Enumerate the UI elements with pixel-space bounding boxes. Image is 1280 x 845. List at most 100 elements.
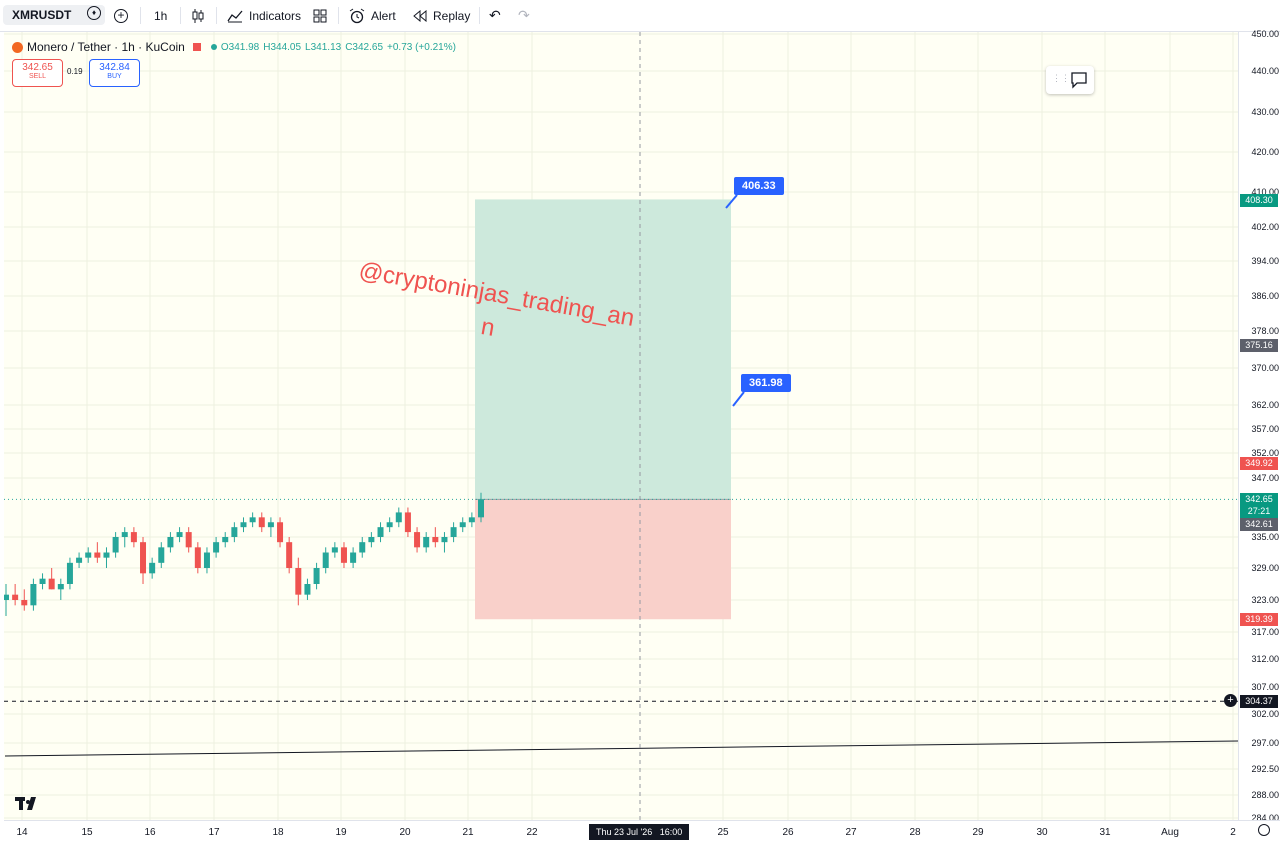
undo-icon: ↶	[489, 7, 501, 23]
trend-line	[4, 740, 1238, 757]
candle-body	[468, 517, 475, 523]
buy-button[interactable]: 342.84 BUY	[89, 59, 140, 87]
layouts-button[interactable]	[313, 0, 327, 31]
candle-body	[213, 542, 220, 553]
plus-circle-icon: +	[114, 8, 128, 23]
time-scale-label: 17	[208, 827, 220, 838]
candle-body	[57, 584, 64, 590]
price-scale-label: 317.00	[1251, 627, 1279, 637]
add-alert-plus-icon[interactable]: +	[1224, 694, 1237, 707]
settings-icon[interactable]	[1258, 824, 1270, 836]
candle-body	[331, 547, 338, 553]
price-scale-label: 347.00	[1251, 473, 1279, 483]
sell-button[interactable]: 342.65 SELL	[12, 59, 63, 87]
price-scale-label: 450.00	[1251, 29, 1279, 39]
add-symbol-button[interactable]: +	[114, 0, 128, 31]
market-status-dot	[210, 44, 217, 50]
candle-body	[386, 522, 393, 528]
time-scale-label: 18	[272, 827, 284, 838]
price-scale-label: 312.00	[1251, 654, 1279, 664]
price-callout-target1[interactable]: 406.33	[734, 177, 784, 195]
ohlc-high: H344.05	[263, 41, 302, 53]
candle-body	[450, 527, 457, 537]
toolbar-divider	[338, 7, 339, 24]
time-scale[interactable]: Thu 23 Jul '26 16:00 14 15 16 17 18 19 20 21 22 2…	[4, 820, 1280, 845]
chart-canvas[interactable]	[4, 32, 1238, 820]
candle-body	[85, 552, 92, 558]
interval-label: 1h	[154, 8, 168, 23]
time-scale-label: 29	[972, 827, 984, 838]
time-scale-label: 22	[526, 827, 538, 838]
time-scale-label: 20	[399, 827, 411, 838]
rewind-icon	[413, 9, 427, 22]
undo-button[interactable]: ↶	[489, 0, 501, 31]
time-scale-label: Aug	[1161, 827, 1179, 838]
candle-body	[203, 552, 210, 568]
ohlc-change: +0.73 (+0.21%)	[387, 41, 456, 53]
indicators-button[interactable]: Indicators	[227, 0, 301, 31]
candle-body	[140, 542, 147, 574]
candle-body	[103, 552, 110, 558]
top-toolbar: XMRUSDT ♦ + 1h Indicators Alert Replay ↶…	[0, 0, 1280, 32]
ohlc-close: C342.65	[345, 41, 384, 53]
drag-handle-icon[interactable]: ⋮⋮	[1052, 73, 1070, 83]
candle-body	[277, 522, 284, 543]
ohlc-low: L341.13	[305, 41, 342, 53]
replay-button[interactable]: Replay	[413, 0, 470, 31]
alert-label: Alert	[371, 8, 396, 23]
candle-body	[240, 522, 247, 528]
candle-body	[94, 552, 101, 558]
time-scale-label: 28	[909, 827, 921, 838]
price-scale-label: 292.50	[1251, 764, 1279, 774]
prev-close-badge: 342.61	[1240, 517, 1278, 531]
candle-body	[414, 532, 421, 548]
legend-title[interactable]: Monero / Tether · 1h · KuCoin	[27, 40, 185, 54]
price-scale-label: 323.00	[1251, 595, 1279, 605]
mid-price-badge: 375.16	[1240, 338, 1278, 352]
price-scale-label: 352.00	[1251, 448, 1279, 458]
candle-body	[258, 517, 265, 528]
interval-button[interactable]: 1h	[154, 0, 167, 31]
price-scale-label: 378.00	[1251, 326, 1279, 336]
time-scale-label: 25	[717, 827, 729, 838]
candle-body	[167, 537, 174, 548]
price-scale[interactable]: 450.00 440.00 430.00 420.00 410.00 402.00 394.…	[1238, 29, 1280, 823]
price-callout-target2[interactable]: 361.98	[741, 374, 791, 392]
replay-label: Replay	[433, 8, 471, 23]
redo-button[interactable]: ↷	[518, 0, 530, 31]
candle-body	[286, 542, 293, 568]
symbol-search-button[interactable]: XMRUSDT ♦	[3, 5, 105, 25]
candle-body	[340, 547, 347, 563]
price-scale-label: 440.00	[1251, 66, 1279, 76]
compare-symbol-icon[interactable]: ♦	[87, 6, 101, 20]
price-scale-label: 307.00	[1251, 682, 1279, 692]
speech-bubble-icon[interactable]	[1070, 71, 1088, 89]
candle-body	[377, 527, 384, 537]
candle-body	[295, 568, 302, 595]
candle-body	[121, 532, 128, 537]
candle-body	[149, 562, 156, 574]
toolbar-divider	[140, 7, 141, 24]
alert-button[interactable]: Alert	[349, 0, 396, 31]
last-price-badge: 342.65	[1240, 492, 1278, 506]
candle-body	[459, 522, 466, 528]
buy-label: BUY	[107, 73, 122, 80]
flag-icon[interactable]	[192, 43, 201, 51]
stop-price-badge: 349.92	[1240, 456, 1278, 470]
candle-body	[322, 552, 329, 568]
grid-layout-icon	[313, 9, 327, 22]
floating-comment-tool[interactable]: ⋮⋮	[1046, 66, 1094, 94]
candle-body	[368, 537, 375, 543]
candle-body	[112, 537, 119, 553]
candle-body	[30, 584, 37, 606]
candle-body	[441, 537, 448, 543]
price-scale-label: 410.00	[1251, 187, 1279, 197]
profit-zone	[475, 199, 731, 500]
chart-type-button[interactable]	[191, 0, 205, 31]
tradingview-logo[interactable]	[15, 797, 41, 816]
chart-pane[interactable]	[4, 32, 1238, 820]
candle-body	[4, 594, 9, 600]
candle-body	[12, 594, 19, 600]
candle-body	[158, 547, 165, 563]
candle-body	[66, 562, 73, 584]
